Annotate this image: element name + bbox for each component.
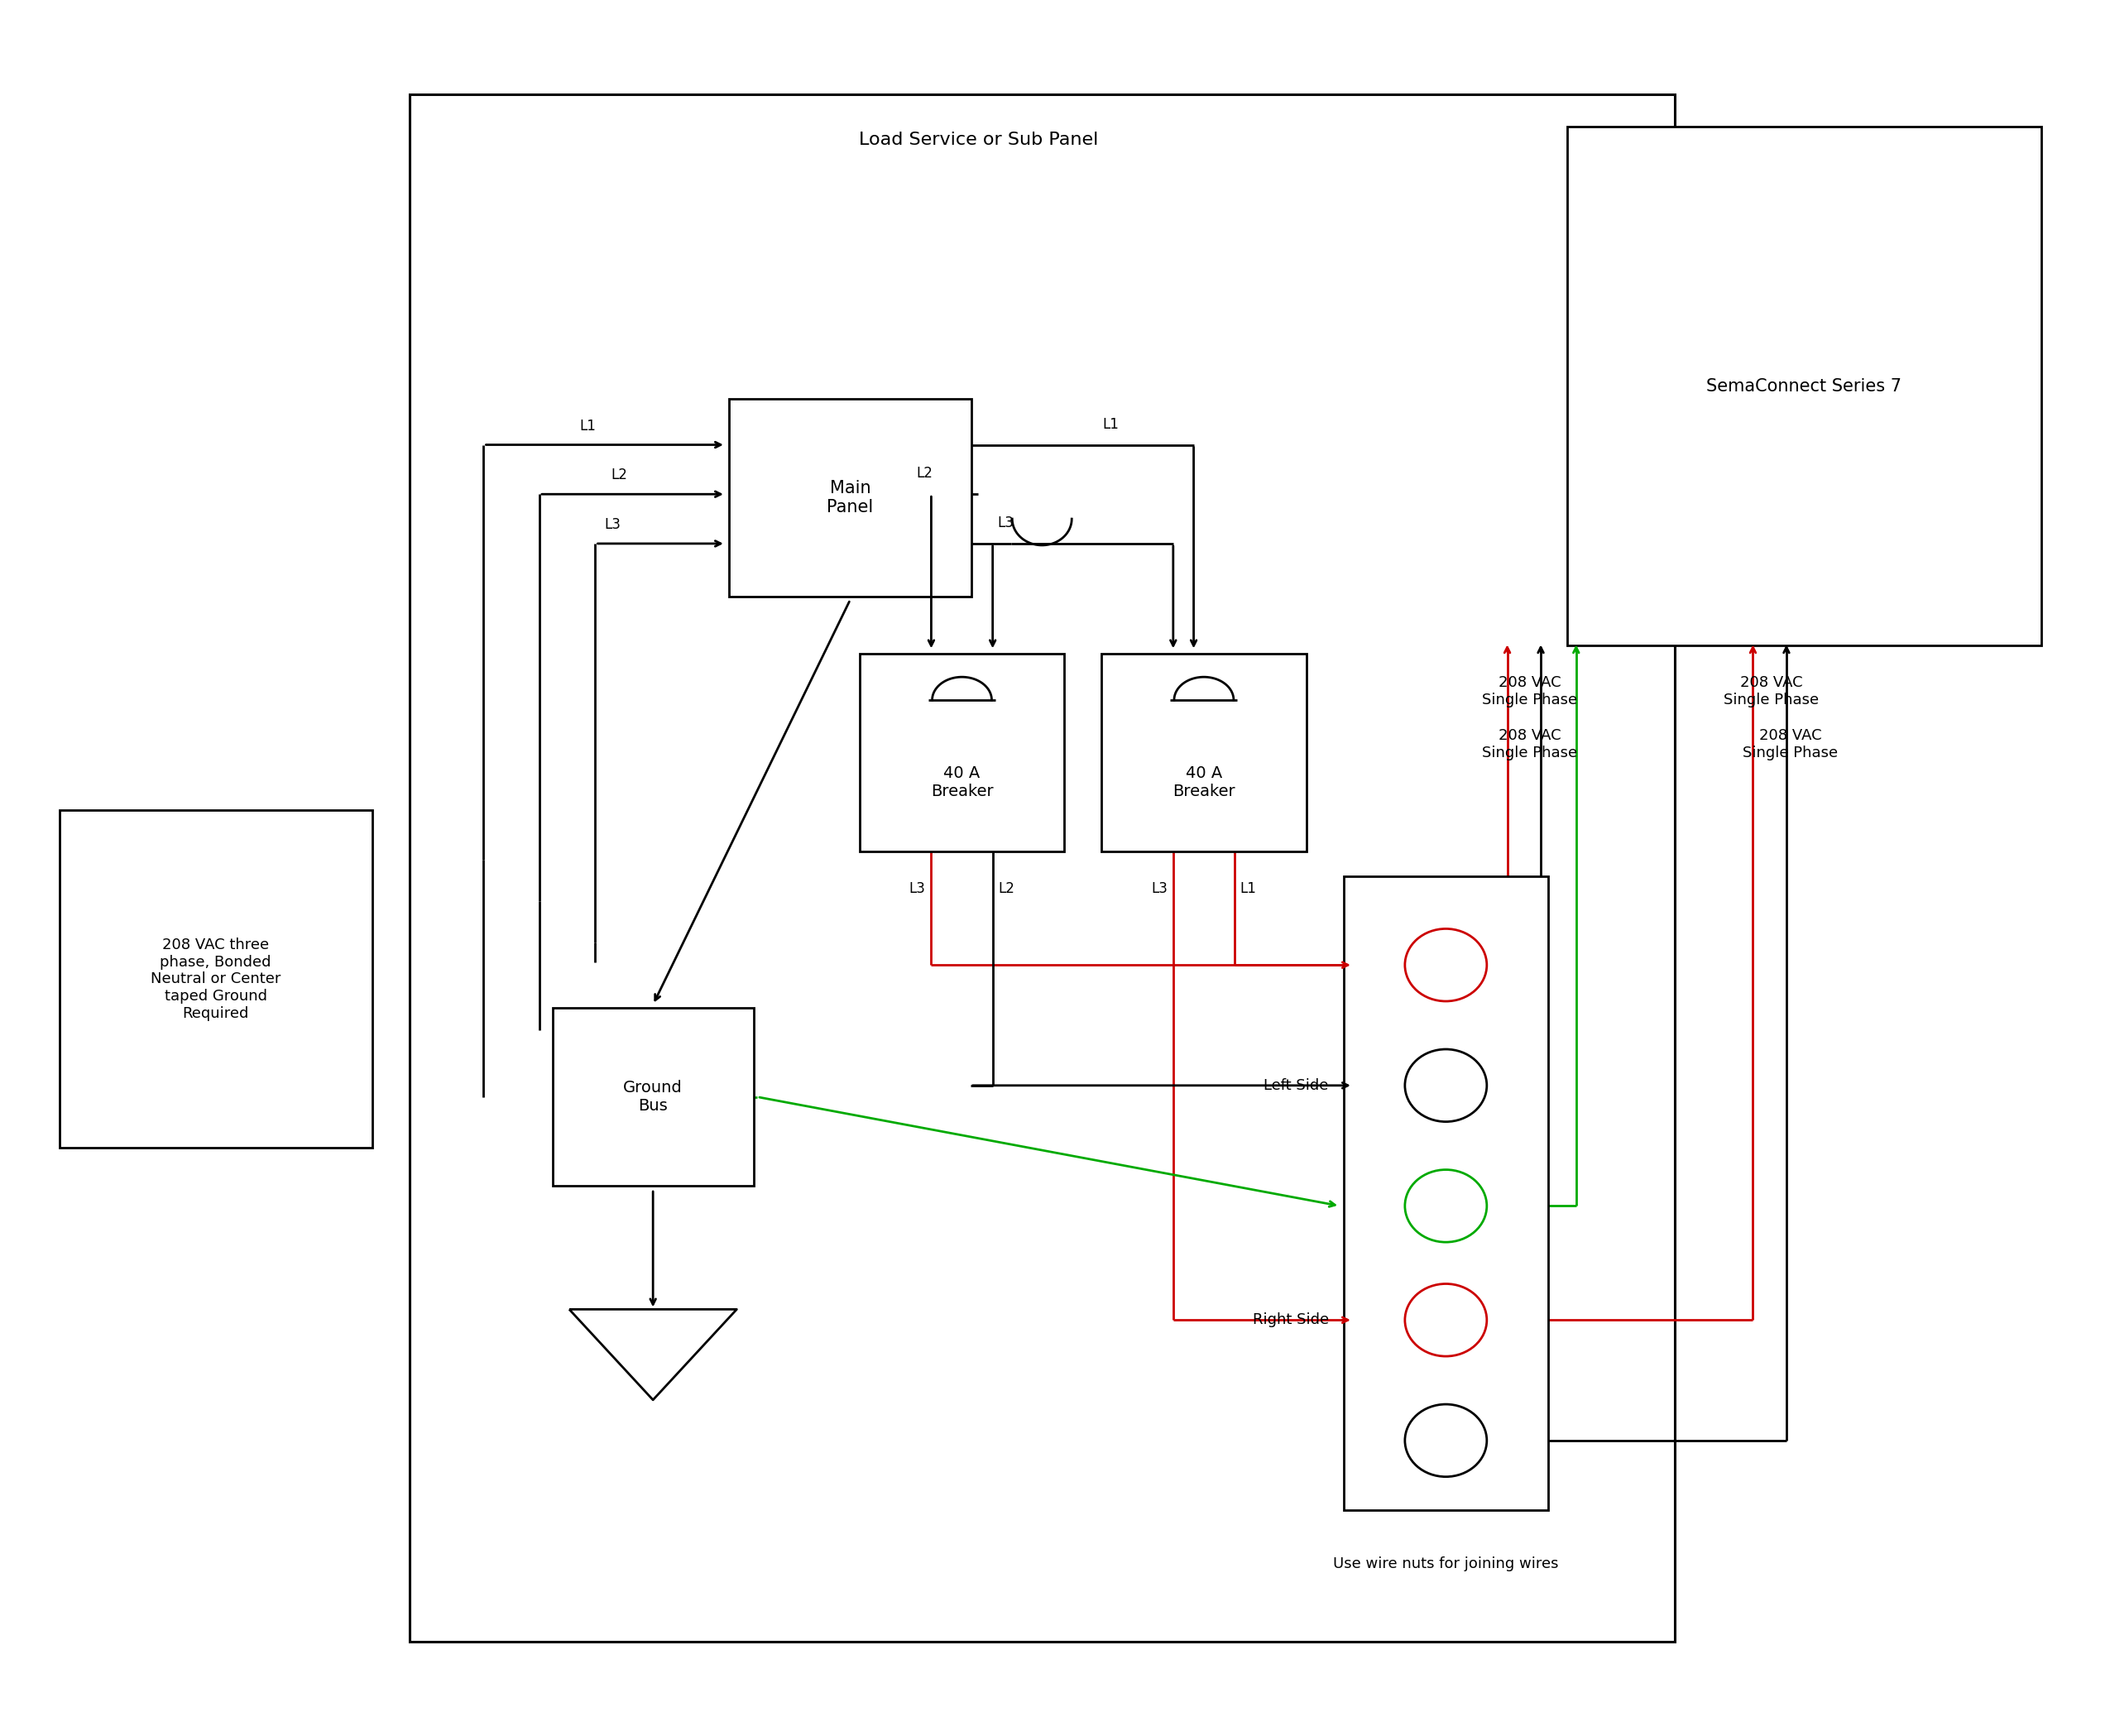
- Text: L3: L3: [909, 882, 926, 896]
- Text: L3: L3: [606, 517, 620, 531]
- Circle shape: [1405, 1049, 1488, 1121]
- Text: L3: L3: [1152, 882, 1167, 896]
- Text: L1: L1: [1241, 882, 1258, 896]
- Bar: [1101, 654, 1306, 852]
- Text: L2: L2: [612, 467, 627, 483]
- Text: Right Side: Right Side: [1253, 1312, 1329, 1328]
- Text: Main
Panel: Main Panel: [827, 479, 874, 516]
- Bar: [730, 399, 971, 595]
- Text: Left Side: Left Side: [1264, 1078, 1329, 1094]
- Text: Use wire nuts for joining wires: Use wire nuts for joining wires: [1334, 1557, 1559, 1571]
- Text: L2: L2: [916, 465, 933, 481]
- Bar: [1344, 877, 1549, 1510]
- Text: L1: L1: [580, 418, 595, 434]
- Text: L3: L3: [998, 516, 1013, 531]
- Circle shape: [1405, 1170, 1488, 1243]
- Text: Ground
Bus: Ground Bus: [622, 1080, 684, 1115]
- Text: L1: L1: [1101, 417, 1118, 432]
- Text: Load Service or Sub Panel: Load Service or Sub Panel: [859, 132, 1099, 148]
- Bar: [859, 654, 1063, 852]
- Circle shape: [1405, 1285, 1488, 1356]
- Text: 208 VAC three
phase, Bonded
Neutral or Center
taped Ground
Required: 208 VAC three phase, Bonded Neutral or C…: [150, 937, 281, 1021]
- Text: 208 VAC
Single Phase: 208 VAC Single Phase: [1481, 675, 1576, 708]
- Text: SemaConnect Series 7: SemaConnect Series 7: [1707, 378, 1901, 394]
- Text: 40 A
Breaker: 40 A Breaker: [931, 766, 994, 799]
- Circle shape: [1405, 929, 1488, 1002]
- Text: 208 VAC
Single Phase: 208 VAC Single Phase: [1743, 727, 1838, 760]
- Bar: [553, 1009, 753, 1186]
- Bar: [1568, 127, 2040, 646]
- Text: L2: L2: [998, 882, 1015, 896]
- Text: 40 A
Breaker: 40 A Breaker: [1173, 766, 1234, 799]
- Circle shape: [1405, 1404, 1488, 1477]
- Text: 208 VAC
Single Phase: 208 VAC Single Phase: [1724, 675, 1819, 708]
- Bar: [59, 811, 371, 1147]
- Bar: [409, 94, 1675, 1642]
- Text: 208 VAC
Single Phase: 208 VAC Single Phase: [1481, 727, 1576, 760]
